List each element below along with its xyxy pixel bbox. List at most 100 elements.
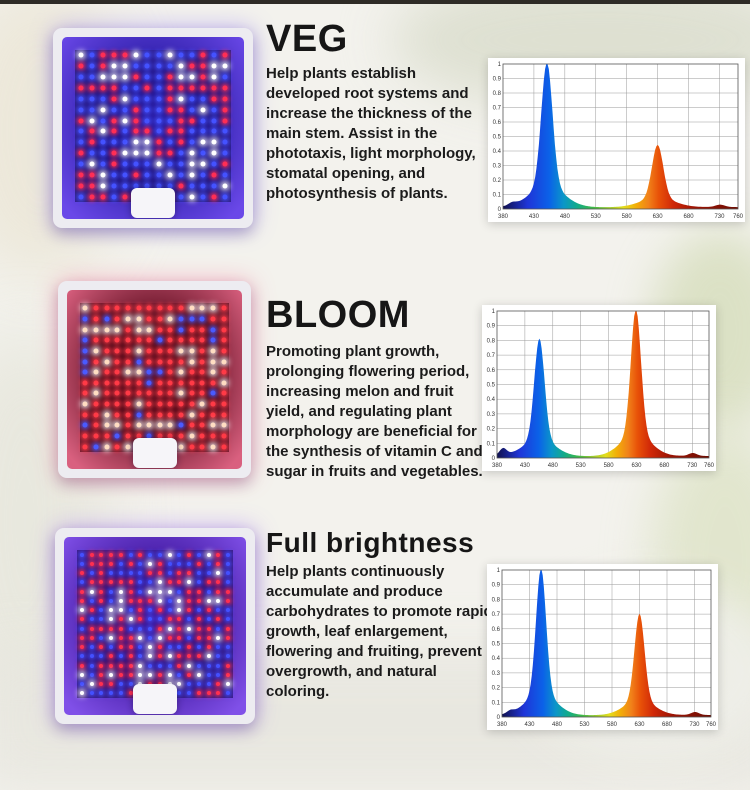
y-tick-label: 0.9 bbox=[493, 77, 502, 83]
x-tick-label: 480 bbox=[560, 214, 571, 220]
full-brightness-grow-light-panel-photo bbox=[55, 528, 255, 724]
led-red bbox=[199, 422, 205, 428]
led-red bbox=[82, 390, 88, 396]
led-blue bbox=[167, 561, 172, 566]
led-red bbox=[109, 682, 114, 687]
led-blue bbox=[89, 645, 94, 650]
led-blue bbox=[206, 561, 211, 566]
led-blue bbox=[216, 672, 221, 677]
led-red bbox=[82, 412, 88, 418]
led-red bbox=[104, 433, 110, 439]
led-red bbox=[144, 128, 150, 134]
led-blue bbox=[187, 635, 192, 640]
led-white bbox=[211, 74, 217, 80]
y-tick-label: 0.3 bbox=[492, 671, 501, 677]
led-white bbox=[148, 645, 153, 650]
led-red bbox=[118, 635, 123, 640]
led-red bbox=[167, 433, 173, 439]
led-red bbox=[189, 422, 195, 428]
led-white bbox=[148, 654, 153, 659]
led-red bbox=[79, 645, 84, 650]
led-red bbox=[157, 672, 162, 677]
led-white bbox=[189, 348, 195, 354]
led-red bbox=[177, 663, 182, 668]
x-tick-label: 680 bbox=[659, 463, 670, 469]
led-red bbox=[104, 390, 110, 396]
led-blue bbox=[114, 433, 120, 439]
led-red bbox=[200, 74, 206, 80]
led-red bbox=[138, 552, 143, 557]
led-white bbox=[136, 422, 142, 428]
led-white bbox=[125, 316, 131, 322]
x-tick-label: 760 bbox=[704, 463, 715, 469]
led-blue bbox=[89, 571, 94, 576]
led-blue bbox=[178, 316, 184, 322]
led-red bbox=[177, 635, 182, 640]
led-red bbox=[178, 139, 184, 145]
led-red bbox=[196, 598, 201, 603]
led-red bbox=[89, 561, 94, 566]
led-red bbox=[100, 194, 106, 200]
led-red bbox=[136, 337, 142, 343]
led-red bbox=[157, 359, 163, 365]
led-white bbox=[136, 401, 142, 407]
led-red bbox=[78, 183, 84, 189]
led-blue bbox=[211, 118, 217, 124]
led-red bbox=[177, 580, 182, 585]
led-red bbox=[125, 305, 131, 311]
led-blue bbox=[82, 369, 88, 375]
y-tick-label: 0 bbox=[492, 456, 496, 462]
veg-grow-light-panel-photo bbox=[53, 28, 253, 228]
led-blue bbox=[93, 444, 99, 450]
led-white bbox=[216, 571, 221, 576]
led-blue bbox=[211, 183, 217, 189]
led-blue bbox=[118, 682, 123, 687]
led-red bbox=[138, 617, 143, 622]
led-white bbox=[216, 598, 221, 603]
greenhouse-roof-strip bbox=[0, 0, 750, 4]
led-red bbox=[200, 52, 206, 58]
plot-border bbox=[496, 310, 710, 459]
led-red bbox=[93, 316, 99, 322]
veg-led-grid bbox=[75, 50, 231, 202]
led-blue bbox=[206, 589, 211, 594]
led-blue bbox=[178, 150, 184, 156]
led-blue bbox=[136, 359, 142, 365]
led-red bbox=[125, 390, 131, 396]
led-red bbox=[79, 589, 84, 594]
veg-driver-box bbox=[131, 188, 175, 218]
led-blue bbox=[189, 316, 195, 322]
led-red bbox=[221, 412, 227, 418]
led-red bbox=[111, 85, 117, 91]
led-white bbox=[178, 348, 184, 354]
y-tick-label: 0.9 bbox=[487, 324, 496, 330]
led-red bbox=[221, 369, 227, 375]
led-blue bbox=[200, 194, 206, 200]
led-white bbox=[200, 139, 206, 145]
led-blue bbox=[210, 390, 216, 396]
led-blue bbox=[156, 118, 162, 124]
led-red bbox=[104, 348, 110, 354]
led-white bbox=[156, 161, 162, 167]
led-blue bbox=[78, 128, 84, 134]
led-white bbox=[157, 598, 162, 603]
led-red bbox=[167, 359, 173, 365]
led-white bbox=[157, 580, 162, 585]
led-white bbox=[125, 369, 131, 375]
led-blue bbox=[99, 691, 104, 696]
led-blue bbox=[138, 580, 143, 585]
led-red bbox=[146, 412, 152, 418]
led-blue bbox=[89, 96, 95, 102]
led-red bbox=[148, 598, 153, 603]
led-blue bbox=[156, 85, 162, 91]
veg-spectrum-chart: 0 0.1 0.2 0.3 0.4 0.5 0.6 0.7 0.8 0.9 1 380 430 480 53… bbox=[488, 58, 745, 222]
led-white bbox=[189, 150, 195, 156]
full-brightness-driver-box bbox=[133, 684, 177, 714]
led-red bbox=[128, 589, 133, 594]
led-blue bbox=[226, 617, 231, 622]
led-red bbox=[167, 580, 172, 585]
led-red bbox=[167, 85, 173, 91]
led-blue bbox=[133, 85, 139, 91]
x-tick-label: 430 bbox=[524, 722, 535, 728]
led-blue bbox=[100, 118, 106, 124]
